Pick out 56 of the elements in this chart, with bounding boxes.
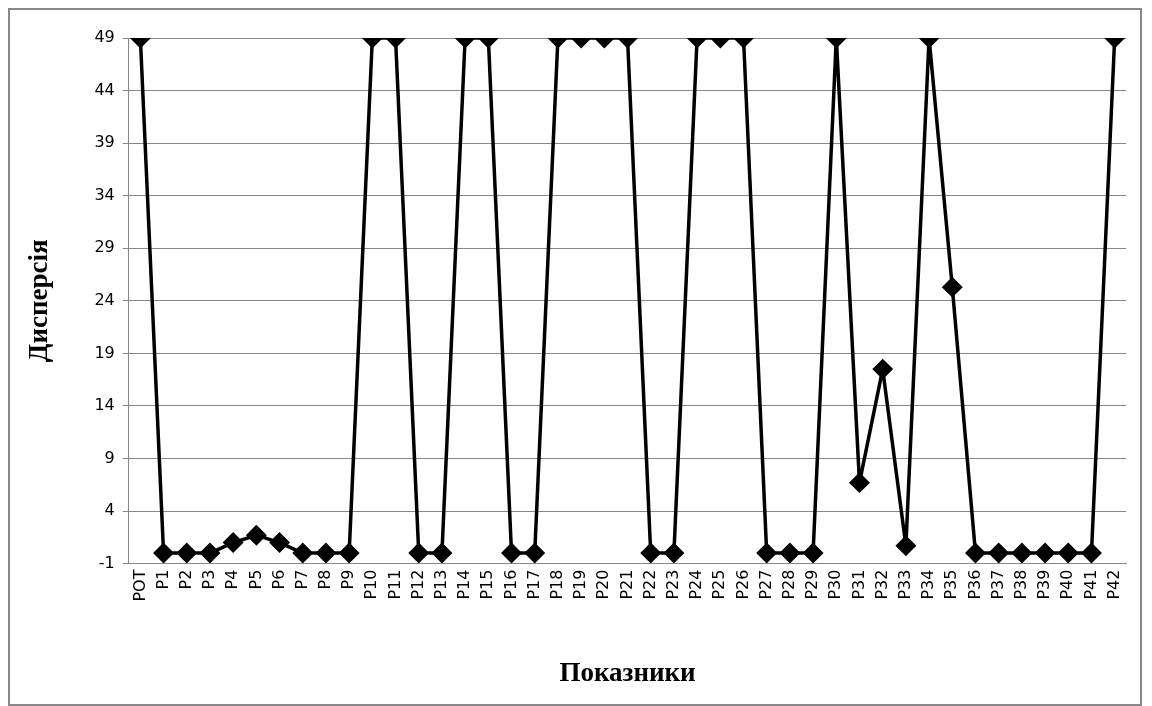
- x-tick-label: P29: [802, 569, 822, 600]
- x-tick-label: P28: [779, 569, 799, 600]
- x-tick-label: P6: [268, 569, 288, 590]
- y-tick-label: 39: [94, 132, 115, 152]
- y-tick-label: -1: [98, 552, 115, 572]
- x-tick-label: P34: [918, 569, 938, 600]
- x-tick-label: P12: [407, 569, 427, 600]
- x-tick-label: POT: [129, 569, 149, 602]
- x-tick-label: P8: [315, 569, 335, 590]
- x-tick-label: P10: [361, 569, 381, 600]
- x-tick-label: P17: [523, 569, 543, 600]
- y-tick-label: 19: [94, 342, 115, 362]
- x-tick-label: P21: [616, 569, 636, 600]
- x-tick-label: P18: [547, 569, 567, 600]
- x-axis-title: Показники: [559, 656, 696, 687]
- y-tick-label: 34: [94, 184, 115, 204]
- y-axis-title: Дисперсія: [23, 239, 54, 363]
- y-tick-label: 4: [104, 500, 115, 520]
- x-tick-label: P35: [941, 569, 961, 600]
- x-tick-label: P7: [291, 569, 311, 590]
- x-tick-label: P11: [384, 569, 404, 600]
- x-tick-label: P37: [987, 569, 1007, 600]
- x-tick-label: P2: [175, 569, 195, 590]
- x-tick-label: P5: [245, 569, 265, 590]
- y-tick-label: 24: [94, 289, 115, 309]
- x-tick-label: P23: [663, 569, 683, 600]
- x-tick-label: P9: [338, 569, 358, 590]
- y-tick-label: 14: [94, 395, 115, 415]
- y-tick-label: 29: [94, 237, 115, 257]
- x-tick-label: P1: [152, 569, 172, 590]
- y-tick-label: 9: [104, 447, 115, 467]
- x-tick-label: P16: [500, 569, 520, 600]
- x-tick-label: P25: [709, 569, 729, 600]
- x-tick-label: P31: [848, 569, 868, 600]
- x-tick-label: P32: [871, 569, 891, 600]
- x-tick-label: P13: [431, 569, 451, 600]
- x-tick-label: P38: [1011, 569, 1031, 600]
- x-tick-label: P22: [639, 569, 659, 600]
- x-tick-label: P4: [222, 569, 242, 590]
- x-tick-label: P27: [755, 569, 775, 600]
- x-tick-label: P30: [825, 569, 845, 600]
- y-tick-label: 44: [94, 79, 115, 99]
- x-tick-label: P19: [570, 569, 590, 600]
- y-tick-label: 49: [94, 27, 115, 47]
- x-tick-label: P41: [1080, 569, 1100, 600]
- x-tick-label: P26: [732, 569, 752, 600]
- x-tick-label: P40: [1057, 569, 1077, 600]
- x-tick-label: P20: [593, 569, 613, 600]
- x-tick-label: P15: [477, 569, 497, 600]
- x-tick-label: P42: [1103, 569, 1123, 600]
- x-tick-label: P39: [1034, 569, 1054, 600]
- x-tick-label: P33: [895, 569, 915, 600]
- x-tick-label: P36: [964, 569, 984, 600]
- x-tick-label: P14: [454, 569, 474, 600]
- x-tick-label: P3: [199, 569, 219, 590]
- x-tick-label: P24: [686, 569, 706, 600]
